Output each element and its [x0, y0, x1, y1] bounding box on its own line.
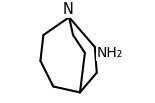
Text: N: N [63, 2, 73, 17]
Text: NH₂: NH₂ [97, 46, 123, 60]
